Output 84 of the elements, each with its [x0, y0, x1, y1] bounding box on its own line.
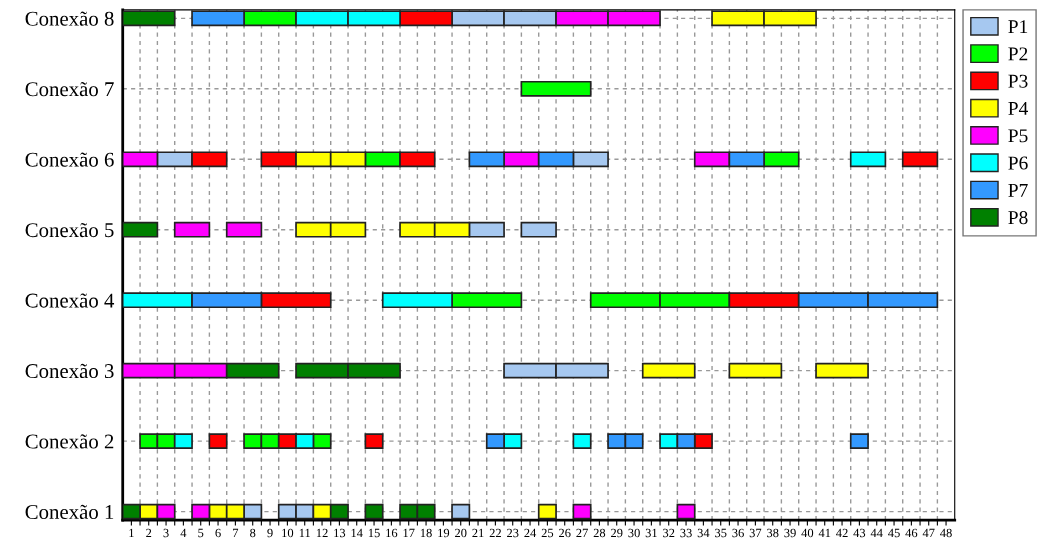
x-tick-label: 18 [420, 528, 432, 538]
y-tick-label: Conexão 5 [25, 222, 114, 238]
x-tick-label: 38 [767, 528, 779, 538]
y-tick-label: Conexão 4 [25, 293, 115, 308]
bar [572, 433, 592, 450]
x-tick-label: 39 [784, 528, 796, 538]
legend-label: P5 [1008, 129, 1028, 143]
x-tick-label: 10 [282, 528, 294, 538]
bar [451, 503, 471, 520]
x-tick-label: 35 [715, 528, 727, 538]
bar [728, 362, 783, 379]
bar [364, 503, 384, 520]
y-tick-label: Conexão 2 [25, 434, 114, 449]
legend-label: P3 [1008, 74, 1028, 88]
x-tick-label: 27 [576, 528, 588, 538]
x-tick-label: 24 [524, 528, 537, 538]
x-tick-label: 17 [403, 528, 415, 538]
x-tick-label: 41 [818, 528, 831, 538]
bar [364, 433, 384, 450]
bar [676, 503, 696, 520]
x-tick-label: 14 [351, 528, 363, 538]
x-tick-label: 21 [472, 528, 484, 538]
x-tick-label: 28 [593, 528, 606, 538]
x-tick-label: 15 [368, 528, 380, 538]
x-tick-label: 12 [316, 528, 328, 538]
x-tick-label: 1 [129, 528, 134, 538]
y-tick-label: Conexão 8 [25, 11, 114, 26]
x-tick-label: 33 [680, 528, 692, 538]
x-tick-label: 42 [836, 528, 848, 538]
x-tick-label: 36 [732, 528, 744, 538]
x-tick-label: 3 [163, 528, 169, 538]
x-tick-label: 19 [438, 528, 450, 538]
x-tick-label: 22 [489, 528, 501, 538]
bar [122, 10, 176, 27]
x-tick-label: 5 [198, 528, 204, 538]
x-tick-label: 34 [697, 528, 710, 538]
x-tick-label: 26 [559, 528, 571, 538]
x-tick-label: 13 [334, 528, 346, 538]
x-tick-label: 6 [215, 528, 221, 538]
legend-label: P1 [1008, 20, 1028, 33]
legend-label: P7 [1008, 183, 1028, 197]
x-tick-label: 8 [250, 528, 256, 538]
x-tick-label: 30 [628, 528, 640, 538]
x-tick-label: 20 [455, 528, 467, 538]
bar [572, 503, 592, 520]
x-tick-label: 40 [801, 528, 814, 538]
legend-label: P2 [1008, 47, 1028, 61]
bar [849, 151, 887, 168]
bar [815, 362, 869, 379]
x-tick-label: 44 [870, 528, 883, 538]
y-tick-label: Conexão 6 [25, 152, 114, 167]
bar [901, 151, 939, 168]
x-tick-label: 25 [541, 528, 554, 538]
x-tick-label: 45 [888, 528, 900, 538]
x-tick-label: 31 [645, 528, 657, 538]
bar [520, 221, 557, 238]
bar [122, 221, 159, 238]
x-tick-label: 46 [905, 528, 918, 538]
y-tick-label: Conexão 3 [25, 363, 114, 379]
y-tick-label: Conexão 1 [25, 504, 114, 520]
legend-label: P6 [1008, 156, 1028, 170]
x-tick-label: 43 [853, 528, 866, 538]
bar [641, 362, 696, 379]
bar [537, 503, 557, 520]
legend-label: P4 [1008, 102, 1028, 115]
x-tick-label: 32 [663, 528, 675, 538]
bar [520, 80, 592, 97]
x-tick-label: 23 [507, 528, 519, 538]
x-tick-label: 7 [233, 528, 239, 538]
bar [225, 221, 263, 238]
x-tick-label: 9 [267, 528, 273, 538]
bar [208, 433, 228, 450]
x-tick-label: 48 [940, 528, 952, 538]
x-tick-label: 16 [386, 528, 398, 538]
x-tick-label: 37 [749, 528, 762, 538]
bar [173, 221, 211, 238]
x-tick-label: 2 [146, 528, 152, 538]
x-tick-label: 47 [922, 528, 935, 538]
x-tick-label: 29 [611, 528, 623, 538]
x-tick-label: 4 [180, 528, 187, 538]
x-tick-label: 11 [299, 528, 310, 538]
legend-label: P8 [1008, 211, 1028, 225]
bar [849, 433, 869, 450]
y-tick-label: Conexão 7 [25, 81, 114, 97]
